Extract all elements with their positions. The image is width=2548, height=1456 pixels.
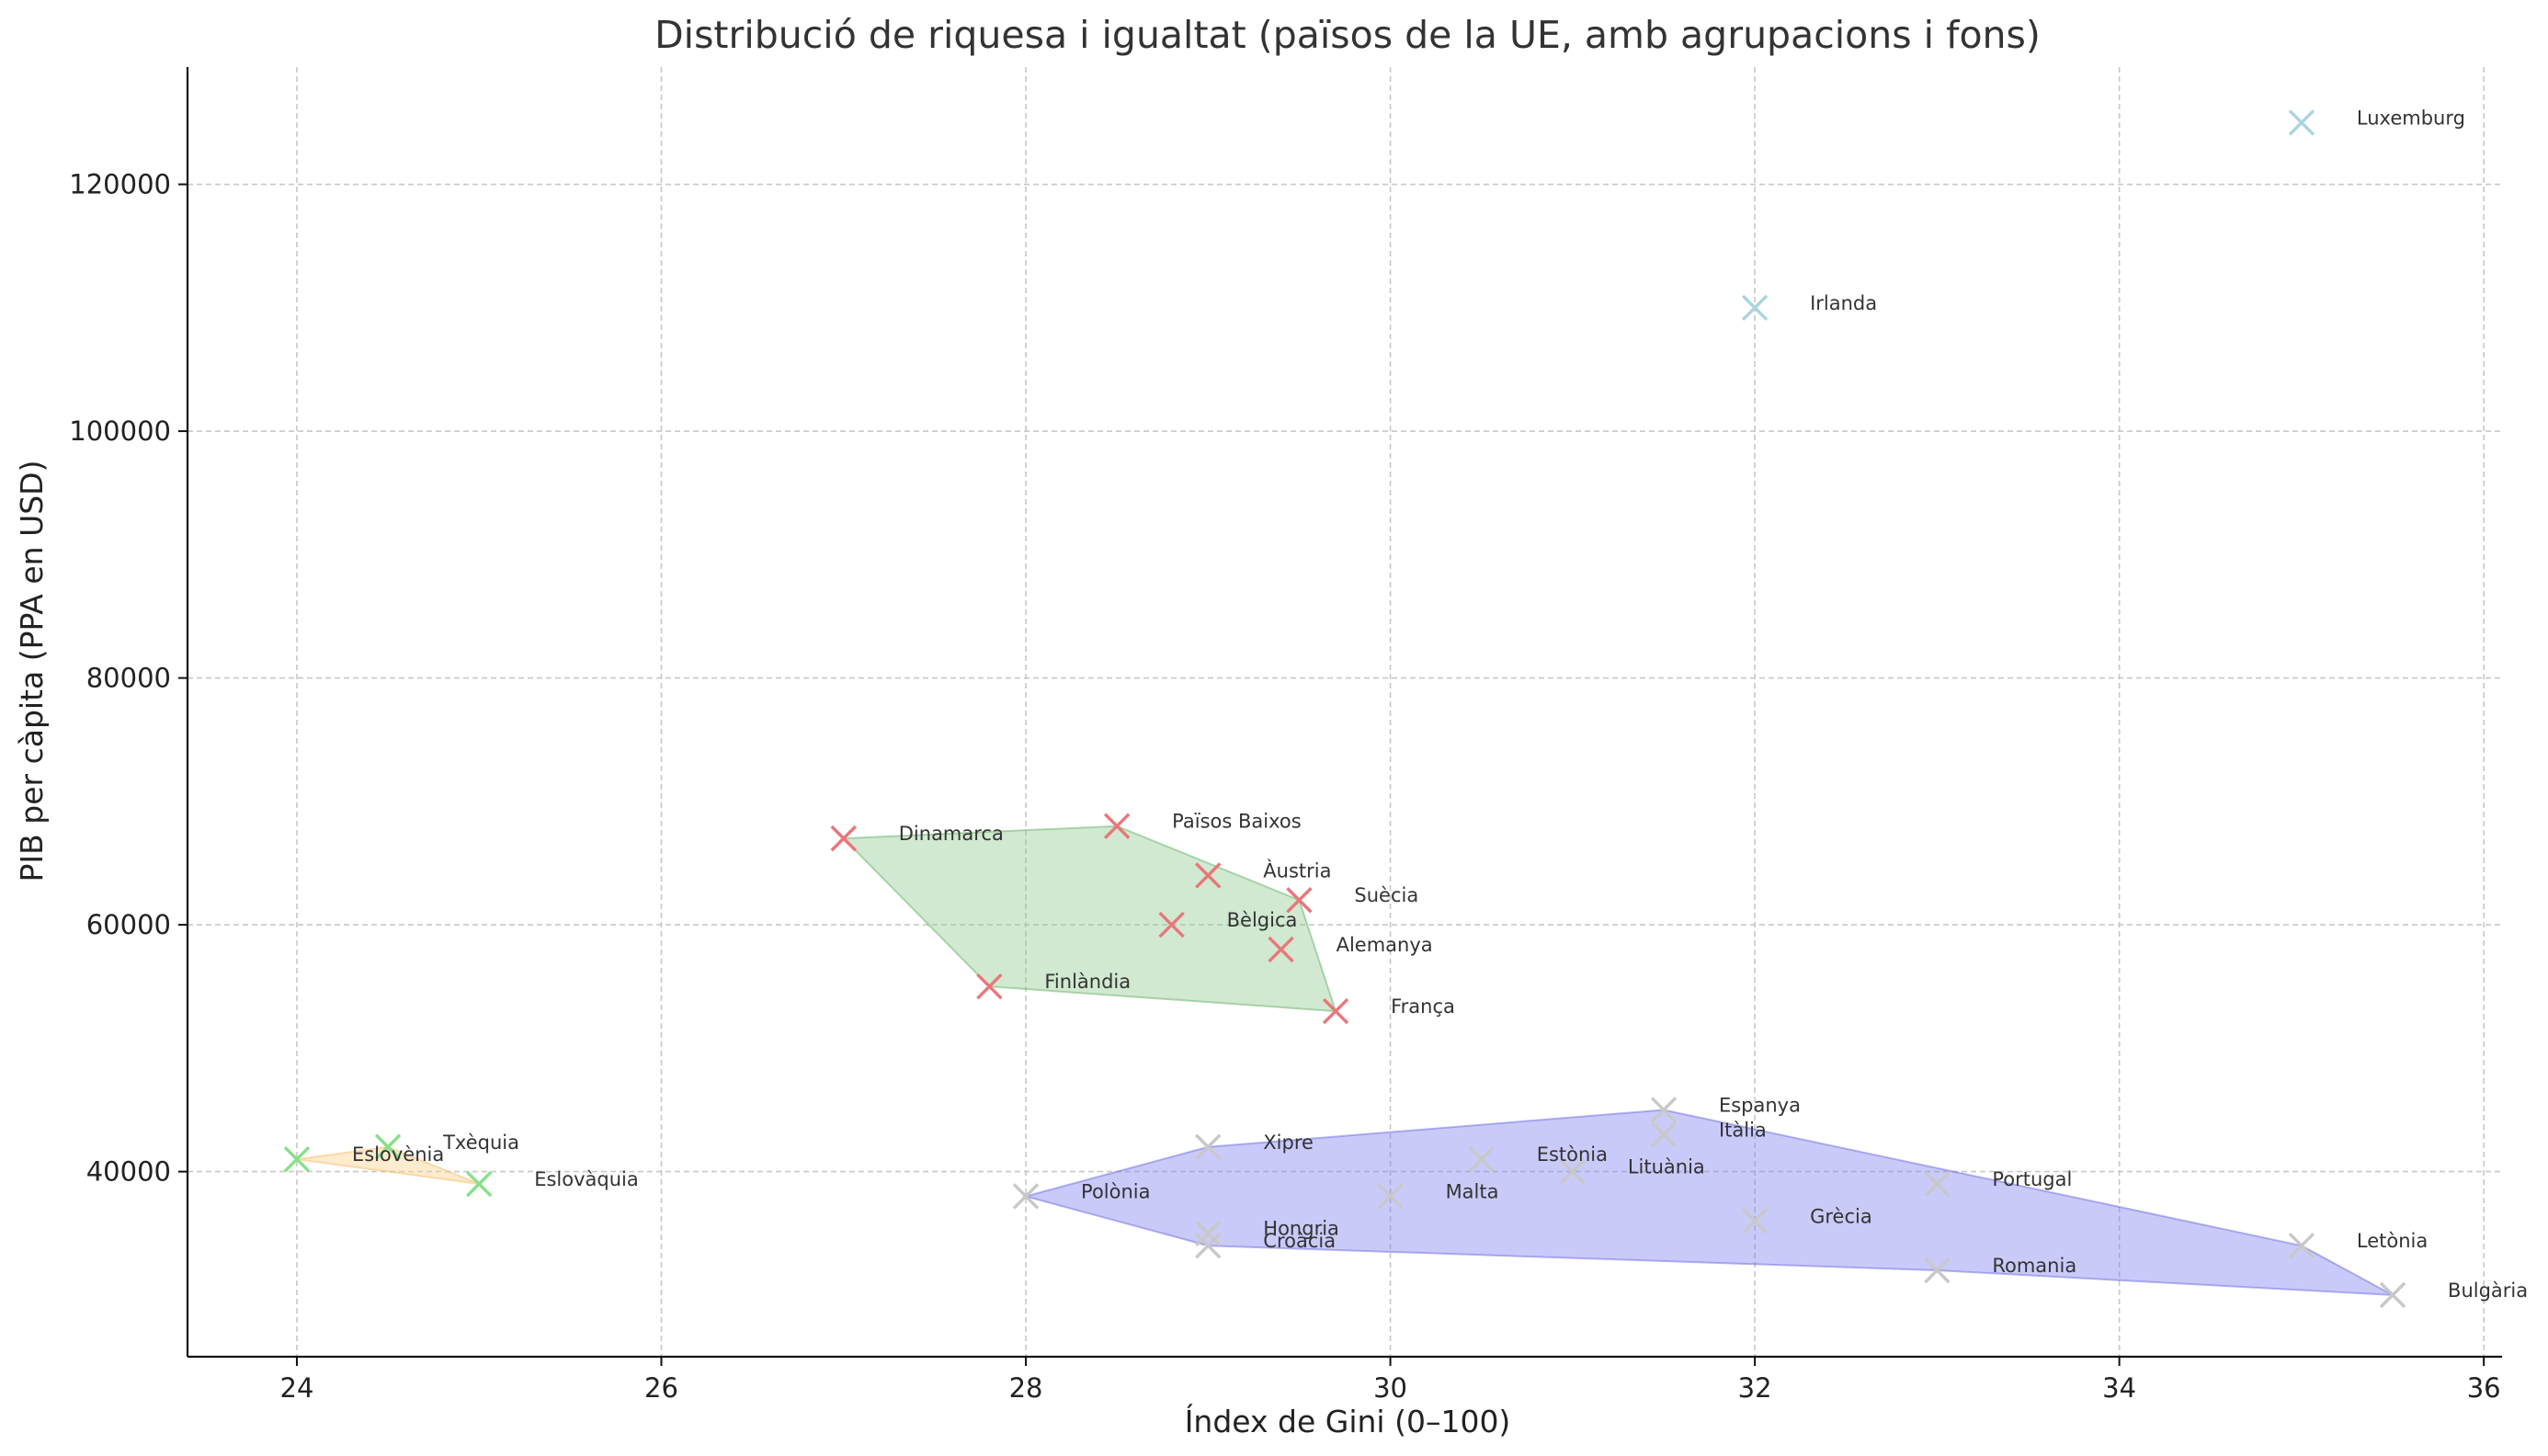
data-point <box>1741 1208 1769 1234</box>
data-point <box>1559 1158 1587 1185</box>
data-point <box>374 1133 402 1160</box>
data-point <box>1322 997 1349 1025</box>
group-hull <box>1022 1109 2394 1296</box>
x-tick-label: 28 <box>1009 1372 1043 1404</box>
point-label: Finlàndia <box>1044 971 1131 993</box>
y-axis-label: PIB per càpita (PPA en USD) <box>14 461 50 882</box>
point-label: Eslovènia <box>352 1143 444 1166</box>
point-label: Bèlgica <box>1227 909 1298 931</box>
axes: 24 26 28 30 32 34 36 40000 60000 80000 100000 12000… <box>69 67 2502 1404</box>
point-label: Hongria <box>1263 1218 1339 1240</box>
data-point <box>2288 109 2315 136</box>
point-label: Bulgària <box>2448 1280 2528 1302</box>
point-label: Polònia <box>1081 1180 1150 1202</box>
data-point <box>2288 1232 2315 1259</box>
point-label: Estònia <box>1537 1143 1608 1166</box>
point-label: Txèquia <box>442 1132 519 1154</box>
data-point <box>1012 1183 1040 1210</box>
point-label: Romania <box>1992 1255 2076 1277</box>
data-point <box>1468 1145 1495 1173</box>
x-tick-label: 24 <box>280 1372 314 1404</box>
group-hull <box>296 1145 480 1185</box>
data-point <box>1195 862 1222 889</box>
y-tick-label: 120000 <box>69 169 171 200</box>
data-point <box>830 825 857 852</box>
point-label: Letònia <box>2357 1230 2428 1252</box>
point-label: Portugal <box>1992 1168 2072 1190</box>
x-tick-label: 34 <box>2102 1372 2136 1404</box>
point-label: Suècia <box>1354 884 1418 906</box>
point-label: Irlanda <box>1810 292 1877 314</box>
x-tick-label: 30 <box>1373 1372 1407 1404</box>
x-axis-label: Índex de Gini (0–100) <box>1185 1403 1511 1439</box>
data-point <box>1650 1121 1678 1148</box>
data-point <box>976 973 1003 1000</box>
group-areas <box>296 825 2394 1296</box>
data-point <box>1268 936 1294 963</box>
data-point <box>1924 1170 1951 1198</box>
point-label: Grècia <box>1810 1205 1872 1227</box>
data-point <box>1158 911 1185 938</box>
y-tick-label: 40000 <box>86 1156 171 1188</box>
point-label: Luxemburg <box>2357 107 2465 129</box>
point-label: Àustria <box>1263 859 1331 882</box>
x-tick-label: 36 <box>2467 1372 2501 1404</box>
data-point <box>1741 294 1769 322</box>
data-point <box>1103 813 1131 839</box>
point-label: Eslovàquia <box>534 1168 639 1190</box>
point-label: Xipre <box>1263 1132 1314 1154</box>
point-label: Lituània <box>1628 1156 1705 1178</box>
point-label: França <box>1391 995 1455 1018</box>
point-label: Dinamarca <box>899 823 1004 845</box>
point-label: Alemanya <box>1337 934 1433 956</box>
point-label: Països Baixos <box>1172 811 1302 833</box>
y-tick-label: 60000 <box>86 909 171 940</box>
point-label: Croàcia <box>1263 1230 1336 1252</box>
data-point <box>1286 887 1313 914</box>
point-label: Itàlia <box>1719 1119 1767 1141</box>
data-point <box>1650 1097 1678 1123</box>
point-label: Malta <box>1446 1180 1499 1202</box>
point-labels: Luxemburg Irlanda Dinamarca Països Baixos Àu… <box>352 107 2528 1301</box>
data-point <box>283 1145 311 1173</box>
data-point <box>1195 1133 1222 1160</box>
x-tick-label: 32 <box>1738 1372 1772 1404</box>
data-point <box>2379 1281 2406 1309</box>
chart-title: Distribució de riquesa i igualtat (païso… <box>654 13 2041 57</box>
data-point <box>1377 1183 1404 1210</box>
data-point <box>1195 1232 1222 1259</box>
data-point <box>1195 1220 1222 1246</box>
y-tick-label: 80000 <box>86 663 171 694</box>
y-tick-label: 100000 <box>69 415 171 447</box>
data-point <box>1924 1257 1951 1284</box>
point-label: Espanya <box>1719 1094 1801 1116</box>
data-points <box>283 109 2406 1309</box>
grid <box>188 67 2502 1357</box>
x-tick-label: 26 <box>644 1372 678 1404</box>
data-point <box>466 1170 493 1198</box>
